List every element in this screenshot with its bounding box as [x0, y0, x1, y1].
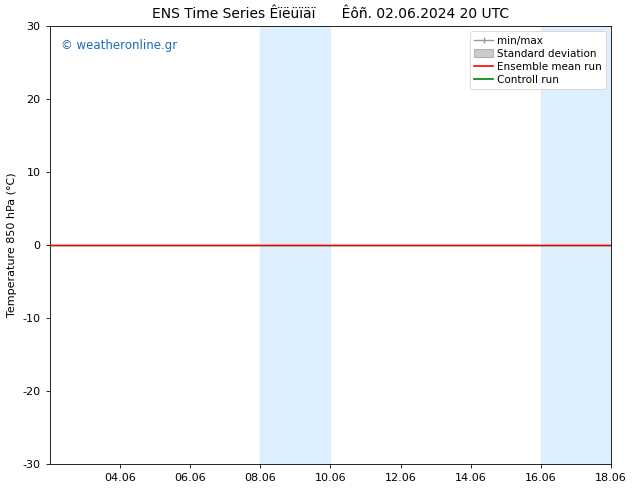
Y-axis label: Temperature 850 hPa (°C): Temperature 850 hPa (°C): [7, 173, 17, 318]
Bar: [541, 26, 611, 464]
Text: © weatheronline.gr: © weatheronline.gr: [61, 39, 177, 52]
Bar: [260, 26, 330, 464]
Title: ENS Time Series Êïëüïäï      Êôñ. 02.06.2024 20 UTC: ENS Time Series Êïëüïäï Êôñ. 02.06.2024 …: [152, 7, 509, 21]
Legend: min/max, Standard deviation, Ensemble mean run, Controll run: min/max, Standard deviation, Ensemble me…: [470, 31, 606, 89]
